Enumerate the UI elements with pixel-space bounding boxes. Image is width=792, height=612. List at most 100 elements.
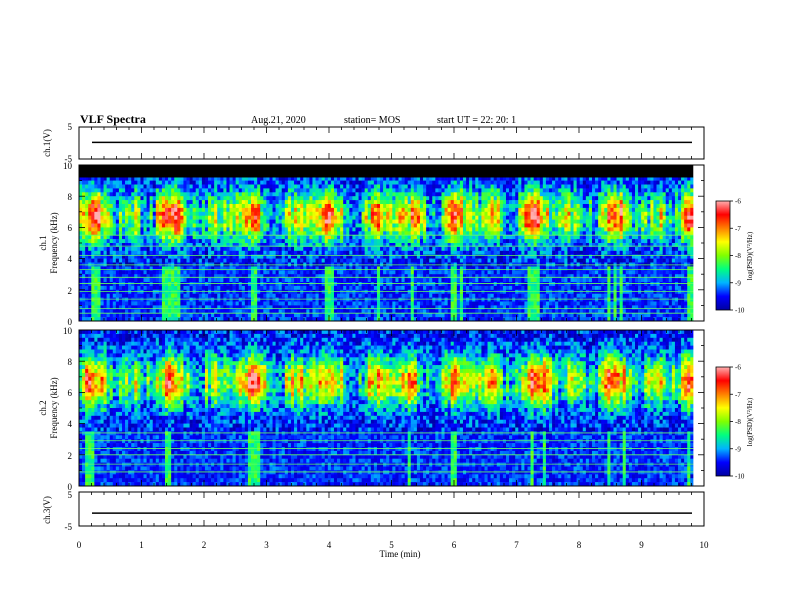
spectrogram-cell <box>300 313 304 318</box>
spectrogram-cell <box>229 219 233 224</box>
spectrogram-cell <box>146 250 150 255</box>
spectrogram-cell <box>413 204 418 209</box>
spectrogram-cell <box>303 219 307 224</box>
spectrogram-cell <box>201 184 206 189</box>
spectrogram-cell <box>112 258 117 263</box>
spectrogram-cell <box>355 211 359 216</box>
spectrogram-cell <box>367 305 372 310</box>
spectrogram-cell <box>232 270 236 275</box>
spectrogram-cell <box>321 293 326 298</box>
spectrogram-cell <box>275 289 279 294</box>
spectrogram-cell <box>180 192 184 197</box>
spectrogram-cell <box>269 246 273 252</box>
spectrogram-cell <box>152 223 157 228</box>
spectrogram-cell <box>85 250 89 255</box>
spectrogram-cell <box>220 204 224 209</box>
spectrogram-cell <box>143 243 147 248</box>
spectrogram-cell <box>91 243 95 248</box>
spectrogram-cell <box>349 227 353 232</box>
spectrogram-cell <box>128 313 132 318</box>
spectrogram-cell <box>247 289 252 294</box>
spectrogram-cell <box>100 188 104 193</box>
spectrogram-cell <box>217 313 221 318</box>
spectrogram-cell <box>168 317 172 322</box>
spectrogram-cell <box>158 243 163 248</box>
spectrogram-cell <box>146 274 150 279</box>
spectrogram-cell <box>450 243 455 248</box>
spectrogram-cell <box>419 266 424 271</box>
spectrogram-cell <box>395 227 399 232</box>
spectrogram-cell <box>244 196 249 201</box>
spectrogram-cell <box>450 270 455 275</box>
spectrogram-cell <box>284 258 289 263</box>
spectrogram-cell <box>383 274 387 279</box>
spectrogram-cell <box>168 188 172 193</box>
spectrogram-cell <box>115 223 120 228</box>
spectrogram-cell <box>407 309 412 314</box>
spectrogram-cell <box>109 301 114 306</box>
spectrogram-cell <box>401 297 405 302</box>
spectrogram-cell <box>82 254 86 259</box>
spectrogram-cell <box>438 223 442 228</box>
spectrogram-cell <box>180 188 184 193</box>
spectrogram-cell <box>180 274 184 279</box>
spectrogram-cell <box>395 301 399 306</box>
spectrogram-cell <box>337 204 341 209</box>
spectrogram-cell <box>146 313 150 318</box>
spectrogram-cell <box>109 223 114 228</box>
spectrogram-cell <box>146 207 150 213</box>
spectrogram-cell <box>247 176 252 181</box>
spectrogram-cell <box>318 192 322 197</box>
spectrogram-cell <box>413 297 418 302</box>
spectrogram-cell <box>214 278 218 283</box>
spectrogram-cell <box>450 293 455 298</box>
spectrogram-cell <box>109 274 114 279</box>
spectrogram-cell <box>355 231 359 236</box>
spectrogram-cell <box>416 297 421 302</box>
spectrogram-cell <box>91 215 95 220</box>
spectrogram-cell <box>300 192 304 197</box>
spectrogram-cell <box>281 188 286 193</box>
spectrogram-cell <box>416 204 421 209</box>
spectrogram-cell <box>91 250 95 255</box>
spectrogram-cell <box>103 301 107 306</box>
spectrogram-cell <box>254 227 258 232</box>
spectrogram-cell <box>180 250 184 255</box>
spectrogram-cell <box>152 289 157 294</box>
spectrogram-cell <box>244 305 249 310</box>
spectrogram-cell <box>85 231 89 236</box>
spectrogram-cell <box>189 282 193 287</box>
spectrogram-cell <box>118 254 123 259</box>
spectrogram-cell <box>94 266 98 271</box>
spectrogram-cell <box>171 192 175 197</box>
spectrogram-cell <box>340 282 344 287</box>
spectrogram-cell <box>137 270 141 275</box>
spectrogram-cell <box>346 184 350 189</box>
spectrogram-cell <box>315 274 319 279</box>
spectrogram-cell <box>330 258 335 263</box>
spectrogram-cell <box>287 219 292 224</box>
spectrogram-cell <box>220 289 224 294</box>
spectrogram-cell <box>91 254 95 259</box>
spectrogram-cell <box>254 278 258 283</box>
spectrogram-cell <box>235 211 240 216</box>
spectrogram-cell <box>294 258 298 263</box>
spectrogram-cell <box>392 246 396 252</box>
spectrogram-cell <box>432 200 436 205</box>
spectrogram-cell <box>340 285 344 291</box>
spectrogram-cell <box>318 239 322 244</box>
spectrogram-cell <box>140 219 144 224</box>
spectrogram-cell <box>297 289 301 294</box>
spectrogram-cell <box>287 235 292 240</box>
spectrogram-cell <box>318 204 322 209</box>
spectrogram-cell <box>112 282 117 287</box>
spectrogram-cell <box>94 274 98 279</box>
spectrogram-cell <box>389 180 393 185</box>
spectrogram-cell <box>223 309 227 314</box>
spectrogram-cell <box>229 309 233 314</box>
spectrogram-cell <box>192 254 197 259</box>
spectrogram-cell <box>321 204 326 209</box>
spectrogram-cell <box>192 301 197 306</box>
spectrogram-cell <box>410 305 415 310</box>
spectrogram-cell <box>383 246 387 252</box>
